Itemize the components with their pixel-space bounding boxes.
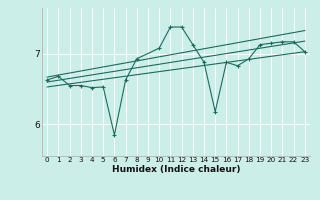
X-axis label: Humidex (Indice chaleur): Humidex (Indice chaleur) <box>112 165 240 174</box>
